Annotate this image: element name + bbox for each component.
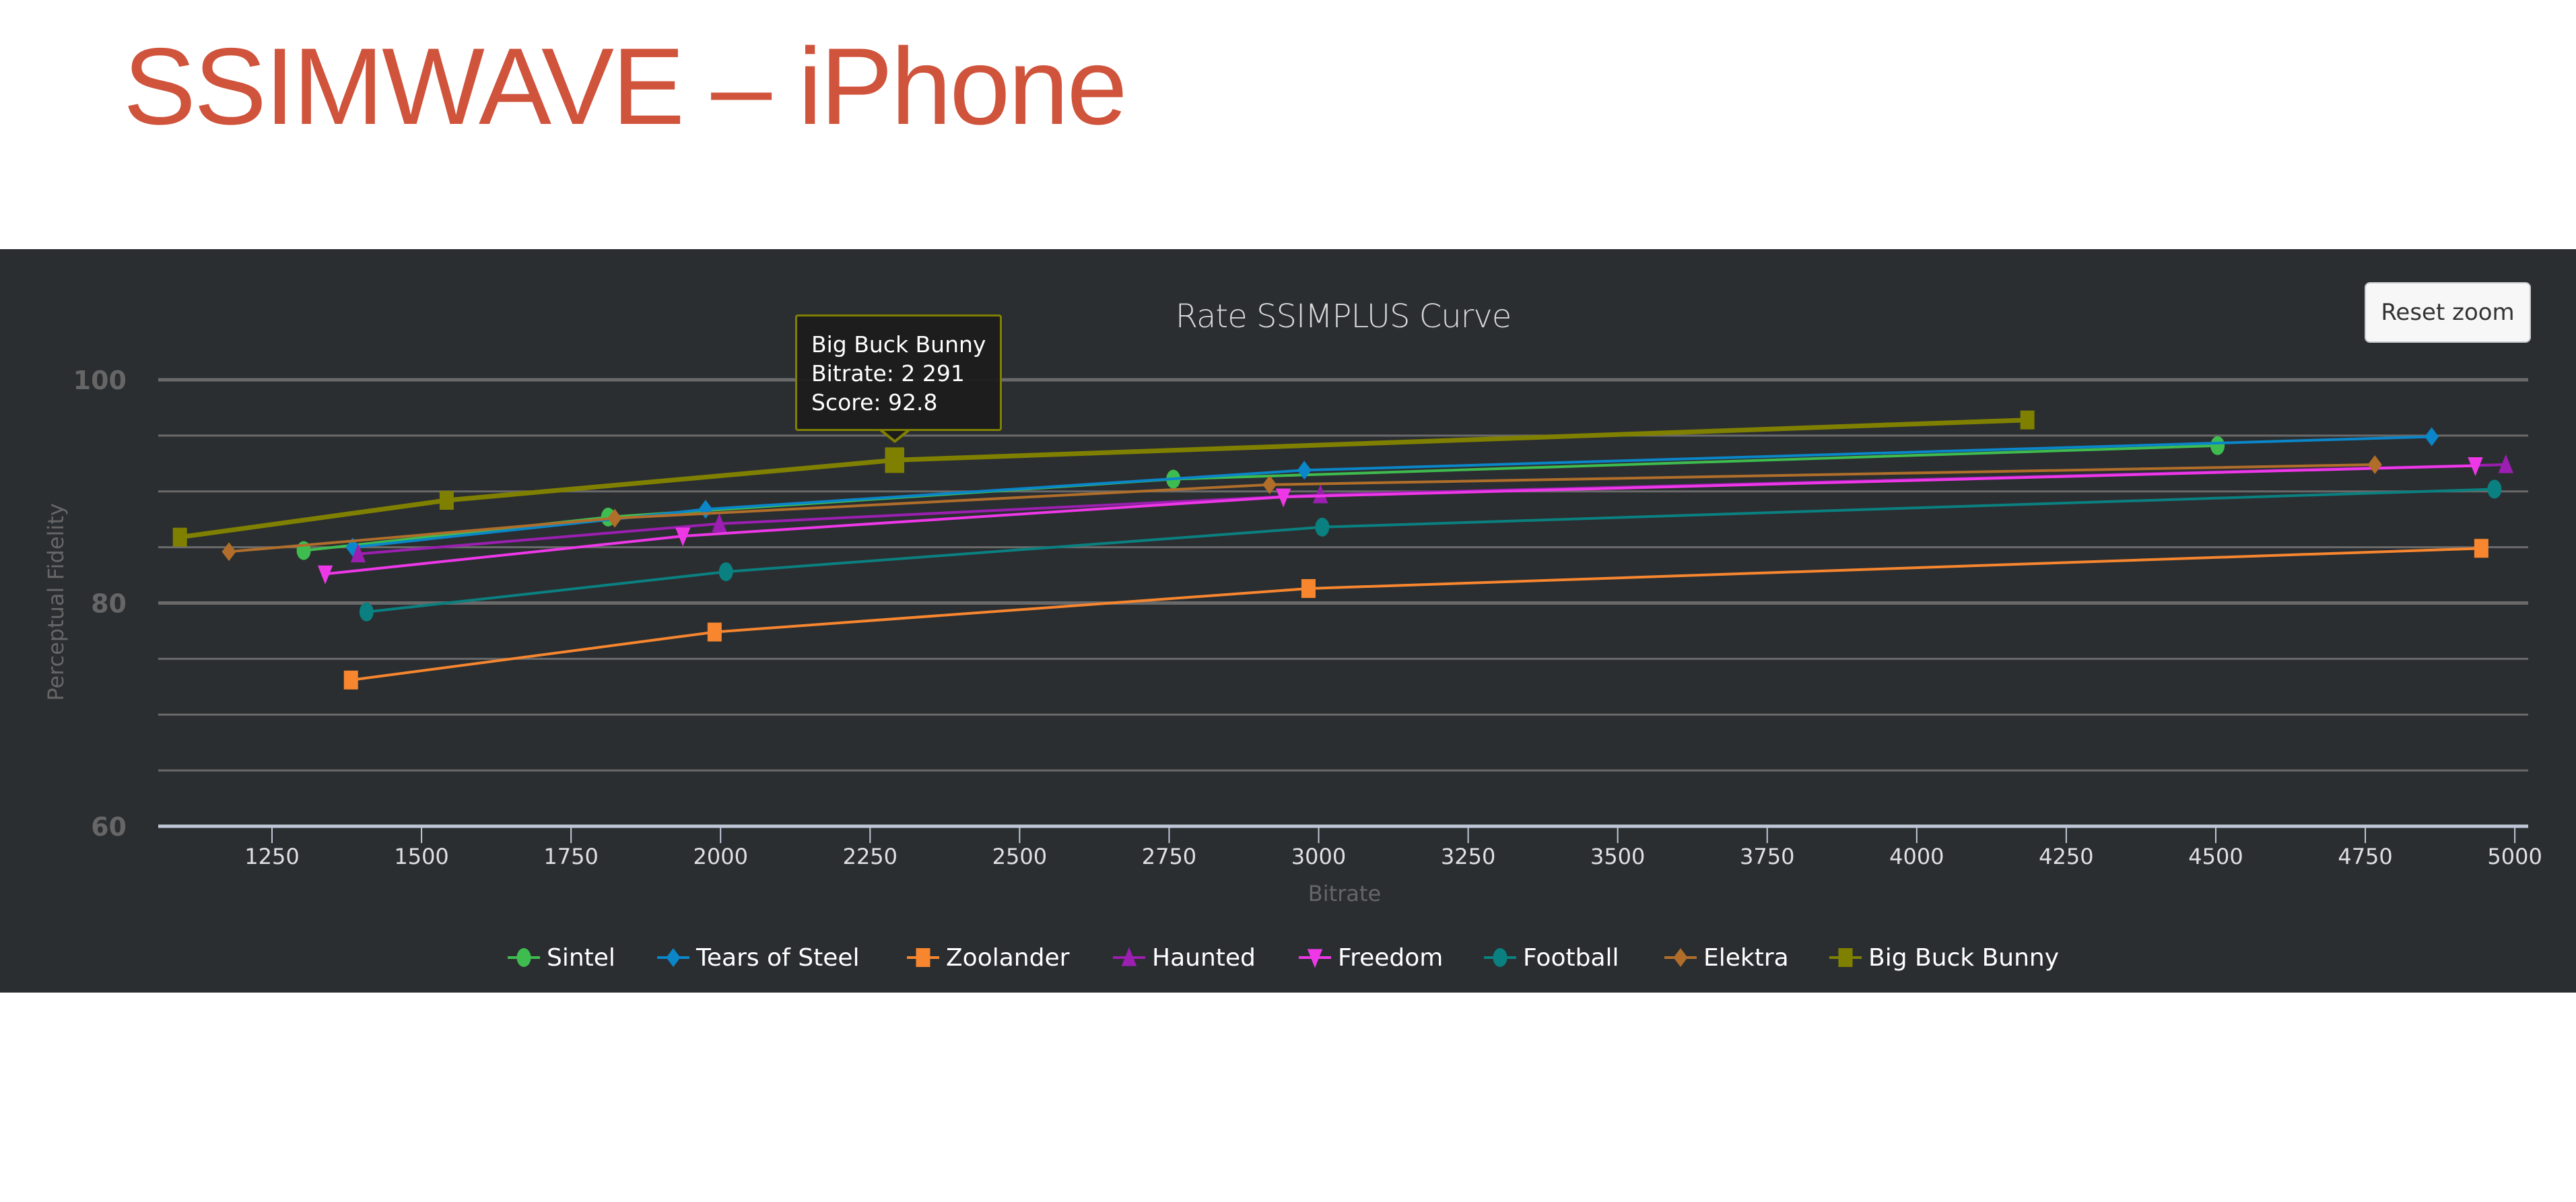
legend-label: Freedom [1338, 943, 1444, 972]
x-tick-label: 1750 [543, 844, 598, 869]
x-tick-label: 3500 [1590, 844, 1645, 869]
diamond-marker-icon [657, 948, 689, 967]
data-point-triangle-icon[interactable] [350, 543, 366, 563]
data-point-diamond-icon[interactable] [1297, 461, 1312, 480]
chart-panel: 60 80 100 1250 1500 1750 2000 2250 2500 2750 3000 3… [0, 249, 2576, 993]
x-tick-label: 2250 [843, 844, 897, 869]
data-point-diamond-icon[interactable] [222, 542, 236, 562]
x-tick-label: 4500 [2188, 844, 2243, 869]
data-point-square-icon[interactable] [885, 447, 904, 473]
data-point-circle-icon[interactable] [2487, 479, 2502, 499]
x-tick-label: 4000 [1889, 844, 1944, 869]
tooltip-score: Score: 92.8 [811, 389, 938, 415]
square-marker-icon [1829, 948, 1862, 967]
slide-title: SSIMWAVE – iPhone [123, 26, 1128, 147]
data-point-triangle-down-icon[interactable] [2468, 457, 2483, 477]
x-tick-label: 2750 [1142, 844, 1196, 869]
series-zoolander[interactable] [343, 539, 2488, 690]
legend-label: Tears of Steel [696, 943, 860, 972]
x-tick-label: 3250 [1441, 844, 1495, 869]
circle-marker-icon [1484, 948, 1516, 967]
legend-label: Big Buck Bunny [1868, 943, 2060, 972]
data-point-square-icon[interactable] [172, 527, 187, 547]
plot-area: 60 80 100 1250 1500 1750 2000 2250 2500 2750 3000 3… [73, 366, 2542, 869]
data-point-square-icon[interactable] [439, 491, 454, 510]
data-point-diamond-icon[interactable] [2367, 455, 2382, 474]
data-point-square-icon[interactable] [1301, 578, 1316, 598]
tooltip: Big Buck Bunny Bitrate: 2 291 Score: 92.… [795, 314, 1002, 431]
tooltip-bitrate: Bitrate: 2 291 [811, 360, 965, 387]
data-point-square-icon[interactable] [343, 670, 358, 690]
data-point-triangle-down-icon[interactable] [1275, 488, 1291, 508]
y-axis-title: Perceptual Fidelity [43, 503, 69, 701]
x-tick-label: 3750 [1740, 844, 1794, 869]
legend-item-sintel[interactable]: Sintel [506, 941, 615, 974]
x-tick-label: 2000 [693, 844, 748, 869]
legend-item-haunted[interactable]: Haunted [1112, 941, 1256, 974]
data-point-circle-icon[interactable] [1315, 517, 1330, 537]
legend-item-big-buck-bunny[interactable]: Big Buck Bunny [1828, 941, 2059, 974]
circle-marker-icon [508, 948, 540, 967]
diamond-marker-icon [1664, 948, 1697, 967]
data-point-square-icon[interactable] [707, 622, 722, 642]
x-tick-label: 1500 [394, 844, 448, 869]
x-tick-label: 3000 [1291, 844, 1346, 869]
legend-label: Haunted [1152, 943, 1256, 972]
y-tick-label: 60 [91, 812, 127, 842]
y-tick-label: 80 [91, 589, 127, 619]
series-freedom[interactable] [317, 457, 2483, 585]
data-point-square-icon[interactable] [2020, 410, 2035, 430]
legend-item-zoolander[interactable]: Zoolander [906, 941, 1069, 974]
legend-item-football[interactable]: Football [1483, 941, 1619, 974]
x-tick-label: 1250 [244, 844, 299, 869]
legend-label: Zoolander [946, 943, 1070, 972]
tooltip-arrow-fill [881, 428, 909, 440]
series-football[interactable] [359, 479, 2502, 622]
data-point-diamond-icon[interactable] [2425, 427, 2439, 446]
tooltip-series-name: Big Buck Bunny [811, 331, 986, 358]
legend-item-tears-of-steel[interactable]: Tears of Steel [656, 941, 860, 974]
chart-title: Rate SSIMPLUS Curve [1175, 298, 1512, 335]
square-marker-icon [907, 948, 939, 967]
data-point-triangle-icon[interactable] [1312, 484, 1328, 504]
triangle-marker-icon [1113, 947, 1145, 966]
data-point-diamond-icon[interactable] [1262, 475, 1277, 494]
data-point-square-icon[interactable] [2474, 539, 2488, 558]
series-tears-of-steel[interactable] [345, 427, 2439, 557]
data-point-diamond-icon[interactable] [607, 508, 622, 528]
data-point-triangle-icon[interactable] [2498, 454, 2514, 473]
x-tick-label: 4250 [2039, 844, 2093, 869]
x-axis-title: Bitrate [1308, 881, 1382, 906]
series-big-buck-bunny[interactable] [172, 410, 2035, 547]
x-tick-label: 2500 [992, 844, 1047, 869]
data-point-circle-icon[interactable] [718, 562, 733, 582]
chart-legend: Sintel Tears of Steel Zoolander Haunted … [0, 941, 2576, 974]
data-point-circle-icon[interactable] [359, 602, 374, 622]
reset-zoom-button[interactable]: Reset zoom [2365, 282, 2531, 343]
data-point-triangle-down-icon[interactable] [317, 565, 333, 585]
triangle-down-marker-icon [1299, 949, 1331, 968]
x-tick-label: 5000 [2487, 844, 2542, 869]
data-point-triangle-down-icon[interactable] [675, 527, 691, 547]
series-elektra[interactable] [222, 455, 2382, 562]
legend-item-freedom[interactable]: Freedom [1297, 941, 1443, 974]
x-tick-label: 4750 [2338, 844, 2392, 869]
data-point-diamond-icon[interactable] [698, 500, 713, 519]
legend-label: Football [1523, 943, 1619, 972]
data-point-circle-icon[interactable] [2210, 436, 2225, 455]
legend-label: Sintel [547, 943, 615, 972]
legend-item-elektra[interactable]: Elektra [1663, 941, 1789, 974]
y-tick-label: 100 [73, 366, 127, 395]
data-point-triangle-icon[interactable] [712, 513, 727, 533]
legend-label: Elektra [1703, 943, 1789, 972]
